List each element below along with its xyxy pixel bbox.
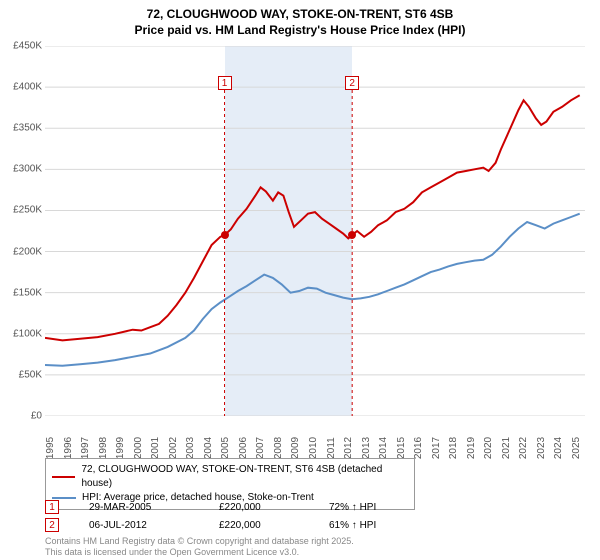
- series-line: [45, 95, 580, 340]
- transaction-marker: 2: [345, 76, 359, 90]
- chart-area: 12: [45, 46, 585, 416]
- y-tick-label: £350K: [13, 123, 42, 134]
- note-price: £220,000: [219, 520, 299, 531]
- y-tick-label: £100K: [13, 328, 42, 339]
- x-tick-label: 1999: [115, 437, 126, 459]
- x-tick-label: 2012: [343, 437, 354, 459]
- legend-label: 72, CLOUGHWOOD WAY, STOKE-ON-TRENT, ST6 …: [81, 463, 408, 491]
- chart-title: 72, CLOUGHWOOD WAY, STOKE-ON-TRENT, ST6 …: [0, 0, 600, 38]
- note-row: 2 06-JUL-2012 £220,000 61% ↑ HPI: [45, 518, 585, 532]
- x-tick-label: 2024: [553, 437, 564, 459]
- x-tick-label: 2018: [448, 437, 459, 459]
- x-tick-label: 1995: [45, 437, 56, 459]
- y-axis: £0£50K£100K£150K£200K£250K£300K£350K£400…: [0, 46, 45, 416]
- x-axis: 1995199619971998199920002001200220032004…: [45, 418, 585, 454]
- x-tick-label: 2011: [326, 437, 337, 459]
- transaction-point: [221, 231, 229, 239]
- x-tick-label: 2023: [536, 437, 547, 459]
- chart-container: 72, CLOUGHWOOD WAY, STOKE-ON-TRENT, ST6 …: [0, 0, 600, 560]
- series-line: [45, 214, 580, 366]
- y-tick-label: £150K: [13, 287, 42, 298]
- x-tick-label: 2020: [483, 437, 494, 459]
- y-tick-label: £50K: [19, 369, 42, 380]
- footer-attribution: Contains HM Land Registry data © Crown c…: [45, 536, 354, 559]
- y-tick-label: £300K: [13, 164, 42, 175]
- legend-swatch: [52, 476, 75, 478]
- x-tick-label: 2000: [133, 437, 144, 459]
- y-tick-label: £250K: [13, 205, 42, 216]
- x-tick-label: 2005: [220, 437, 231, 459]
- x-tick-label: 2019: [466, 437, 477, 459]
- x-tick-label: 2004: [203, 437, 214, 459]
- x-tick-label: 2009: [290, 437, 301, 459]
- note-marker: 2: [45, 518, 59, 532]
- plot-svg: [45, 46, 585, 416]
- note-price: £220,000: [219, 502, 299, 513]
- x-tick-label: 2025: [571, 437, 582, 459]
- note-row: 1 29-MAR-2005 £220,000 72% ↑ HPI: [45, 500, 585, 514]
- x-tick-label: 1997: [80, 437, 91, 459]
- x-tick-label: 1996: [63, 437, 74, 459]
- title-line-1: 72, CLOUGHWOOD WAY, STOKE-ON-TRENT, ST6 …: [0, 6, 600, 22]
- x-tick-label: 2008: [273, 437, 284, 459]
- x-tick-label: 2013: [361, 437, 372, 459]
- x-tick-label: 2014: [378, 437, 389, 459]
- x-tick-label: 2010: [308, 437, 319, 459]
- legend-row: 72, CLOUGHWOOD WAY, STOKE-ON-TRENT, ST6 …: [52, 463, 408, 491]
- x-tick-label: 2007: [255, 437, 266, 459]
- y-tick-label: £200K: [13, 246, 42, 257]
- note-delta: 61% ↑ HPI: [329, 520, 376, 531]
- title-line-2: Price paid vs. HM Land Registry's House …: [0, 22, 600, 38]
- note-date: 06-JUL-2012: [89, 520, 189, 531]
- footer-line-1: Contains HM Land Registry data © Crown c…: [45, 536, 354, 547]
- y-tick-label: £400K: [13, 82, 42, 93]
- footer-line-2: This data is licensed under the Open Gov…: [45, 547, 354, 558]
- note-date: 29-MAR-2005: [89, 502, 189, 513]
- transaction-notes: 1 29-MAR-2005 £220,000 72% ↑ HPI 2 06-JUL-201…: [45, 500, 585, 536]
- x-tick-label: 2016: [413, 437, 424, 459]
- note-delta: 72% ↑ HPI: [329, 502, 376, 513]
- x-tick-label: 2006: [238, 437, 249, 459]
- y-tick-label: £0: [31, 411, 42, 422]
- y-tick-label: £450K: [13, 41, 42, 52]
- x-tick-label: 2021: [501, 437, 512, 459]
- x-tick-label: 2003: [185, 437, 196, 459]
- transaction-marker: 1: [218, 76, 232, 90]
- legend-swatch: [52, 497, 76, 499]
- transaction-point: [348, 231, 356, 239]
- note-marker: 1: [45, 500, 59, 514]
- x-tick-label: 2001: [150, 437, 161, 459]
- x-tick-label: 2022: [518, 437, 529, 459]
- x-tick-label: 2017: [431, 437, 442, 459]
- x-tick-label: 2015: [396, 437, 407, 459]
- x-tick-label: 1998: [98, 437, 109, 459]
- x-tick-label: 2002: [168, 437, 179, 459]
